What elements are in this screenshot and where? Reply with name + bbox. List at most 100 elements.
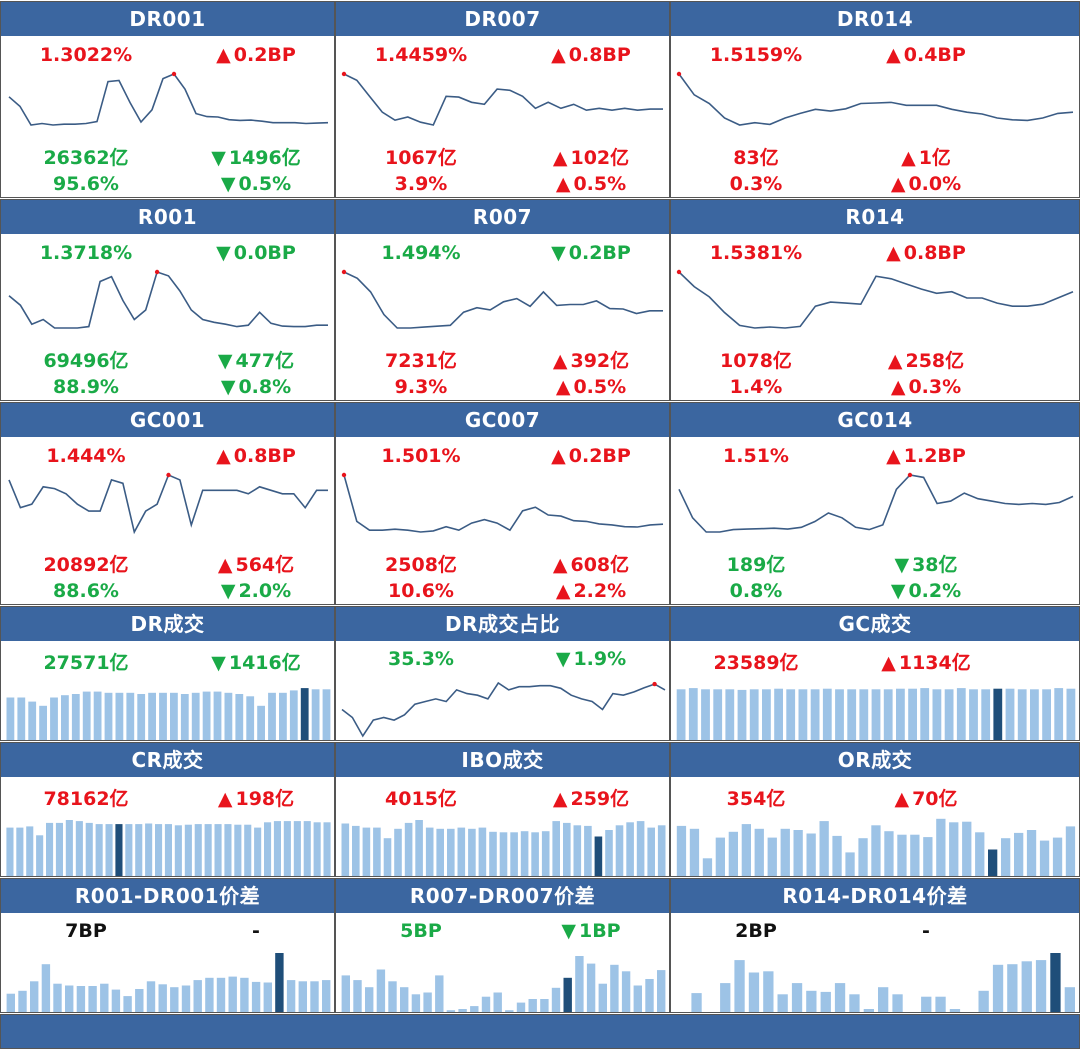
series-line bbox=[8, 270, 328, 329]
up-arrow-icon: ▲ bbox=[894, 788, 910, 810]
bar bbox=[46, 822, 54, 876]
up-arrow-icon: ▲ bbox=[217, 788, 233, 810]
volume-change: ▼ 38亿 bbox=[851, 550, 1001, 577]
bar bbox=[748, 972, 760, 1012]
bar bbox=[1026, 830, 1037, 876]
volume-change: ▼ 1496亿 bbox=[181, 143, 331, 170]
share-change: ▲ 0.3% bbox=[851, 376, 1001, 398]
panel-title: DR014 bbox=[671, 2, 1079, 36]
bar bbox=[164, 824, 172, 876]
rate-value: 1.5159% bbox=[681, 44, 831, 66]
bar bbox=[1014, 832, 1024, 876]
volume-value: 1067亿 bbox=[346, 143, 496, 170]
bar bbox=[244, 824, 252, 876]
volume-value: 7231亿 bbox=[346, 346, 496, 373]
bar bbox=[584, 825, 592, 876]
down-arrow-icon: ▼ bbox=[561, 920, 576, 942]
bar bbox=[969, 689, 978, 740]
bar bbox=[1066, 688, 1076, 740]
summary-value: 4015亿 bbox=[346, 784, 496, 811]
rate-value: 1.51% bbox=[681, 445, 831, 467]
latest-point-marker bbox=[652, 681, 657, 687]
summary-change: - bbox=[181, 920, 331, 942]
bar bbox=[701, 689, 710, 740]
series-line bbox=[8, 73, 329, 126]
panel-title: R007-DR007价差 bbox=[336, 879, 669, 913]
latest-point-marker bbox=[171, 71, 177, 77]
bar bbox=[598, 983, 607, 1012]
bar bbox=[908, 688, 917, 740]
bar bbox=[234, 824, 242, 876]
latest-point-marker bbox=[154, 269, 160, 275]
summary-value: 78162亿 bbox=[11, 784, 161, 811]
panel-title: GC007 bbox=[336, 403, 669, 437]
bar bbox=[6, 827, 14, 876]
down-arrow-icon: ▼ bbox=[220, 376, 236, 398]
bar bbox=[845, 852, 855, 876]
bar bbox=[194, 824, 202, 876]
bar bbox=[352, 825, 360, 876]
rate-change-text: 0.8BP bbox=[568, 44, 631, 66]
share-value-text: 10.6% bbox=[388, 580, 454, 602]
volume-change: ▲ 608亿 bbox=[516, 550, 666, 577]
bar bbox=[741, 824, 751, 876]
bar bbox=[847, 689, 857, 740]
summary-panel-5: OR成交 354亿 ▲ 70亿 bbox=[670, 742, 1080, 877]
bar bbox=[806, 990, 817, 1012]
bar bbox=[978, 990, 989, 1012]
bar bbox=[762, 689, 771, 740]
bar bbox=[61, 695, 69, 740]
bar bbox=[1030, 689, 1039, 740]
bar bbox=[819, 821, 829, 876]
bar bbox=[411, 994, 421, 1012]
volume-change-text: 392亿 bbox=[570, 350, 630, 372]
bar bbox=[774, 688, 783, 740]
bar bbox=[415, 820, 423, 876]
bar bbox=[834, 983, 846, 1012]
up-arrow-icon: ▲ bbox=[887, 350, 903, 372]
rate-change: ▲ 0.2BP bbox=[516, 445, 666, 467]
bar bbox=[36, 835, 44, 876]
bar bbox=[944, 689, 954, 740]
share-value-text: 88.9% bbox=[53, 376, 119, 398]
bar bbox=[737, 689, 747, 740]
rate-change: ▲ 0.2BP bbox=[181, 44, 331, 66]
rate-value: 1.494% bbox=[346, 242, 496, 264]
summary-panel-0: DR成交 27571亿 ▼ 1416亿 bbox=[0, 606, 335, 741]
bar bbox=[365, 987, 374, 1012]
bar bbox=[240, 977, 249, 1012]
volume-value: 189亿 bbox=[681, 550, 831, 577]
summary-value-text: 27571亿 bbox=[43, 652, 129, 674]
bar-chart bbox=[676, 688, 1076, 740]
bar bbox=[264, 822, 272, 876]
line-chart bbox=[341, 472, 664, 533]
bar bbox=[224, 692, 233, 740]
bar bbox=[353, 980, 362, 1012]
rate-change-text: 0.0BP bbox=[233, 242, 296, 264]
summary-change: ▲ 259亿 bbox=[516, 784, 666, 811]
summary-change: ▼ 1416亿 bbox=[181, 648, 331, 675]
bar bbox=[897, 834, 907, 876]
bar bbox=[376, 969, 386, 1012]
up-arrow-icon: ▲ bbox=[555, 376, 571, 398]
bar bbox=[88, 986, 97, 1012]
summary-value-text: 4015亿 bbox=[385, 788, 457, 810]
rate-change: ▼ 0.0BP bbox=[181, 242, 331, 264]
bar bbox=[39, 705, 47, 740]
bar bbox=[170, 987, 179, 1012]
volume-change: ▲ 564亿 bbox=[181, 550, 331, 577]
bar bbox=[1042, 689, 1051, 740]
share-change-text: 0.2% bbox=[908, 580, 962, 602]
bar bbox=[715, 837, 725, 876]
summary-value: 2BP bbox=[681, 920, 831, 942]
bar bbox=[573, 825, 582, 876]
up-arrow-icon: ▲ bbox=[217, 554, 233, 576]
bar bbox=[257, 705, 265, 740]
bar bbox=[204, 824, 212, 876]
volume-value-text: 2508亿 bbox=[385, 554, 457, 576]
rate-value: 1.4459% bbox=[346, 44, 496, 66]
bar bbox=[936, 818, 946, 876]
up-arrow-icon: ▲ bbox=[901, 147, 916, 169]
summary-panel-2: GC成交 23589亿 ▲ 1134亿 bbox=[670, 606, 1080, 741]
bar-chart bbox=[6, 953, 331, 1012]
